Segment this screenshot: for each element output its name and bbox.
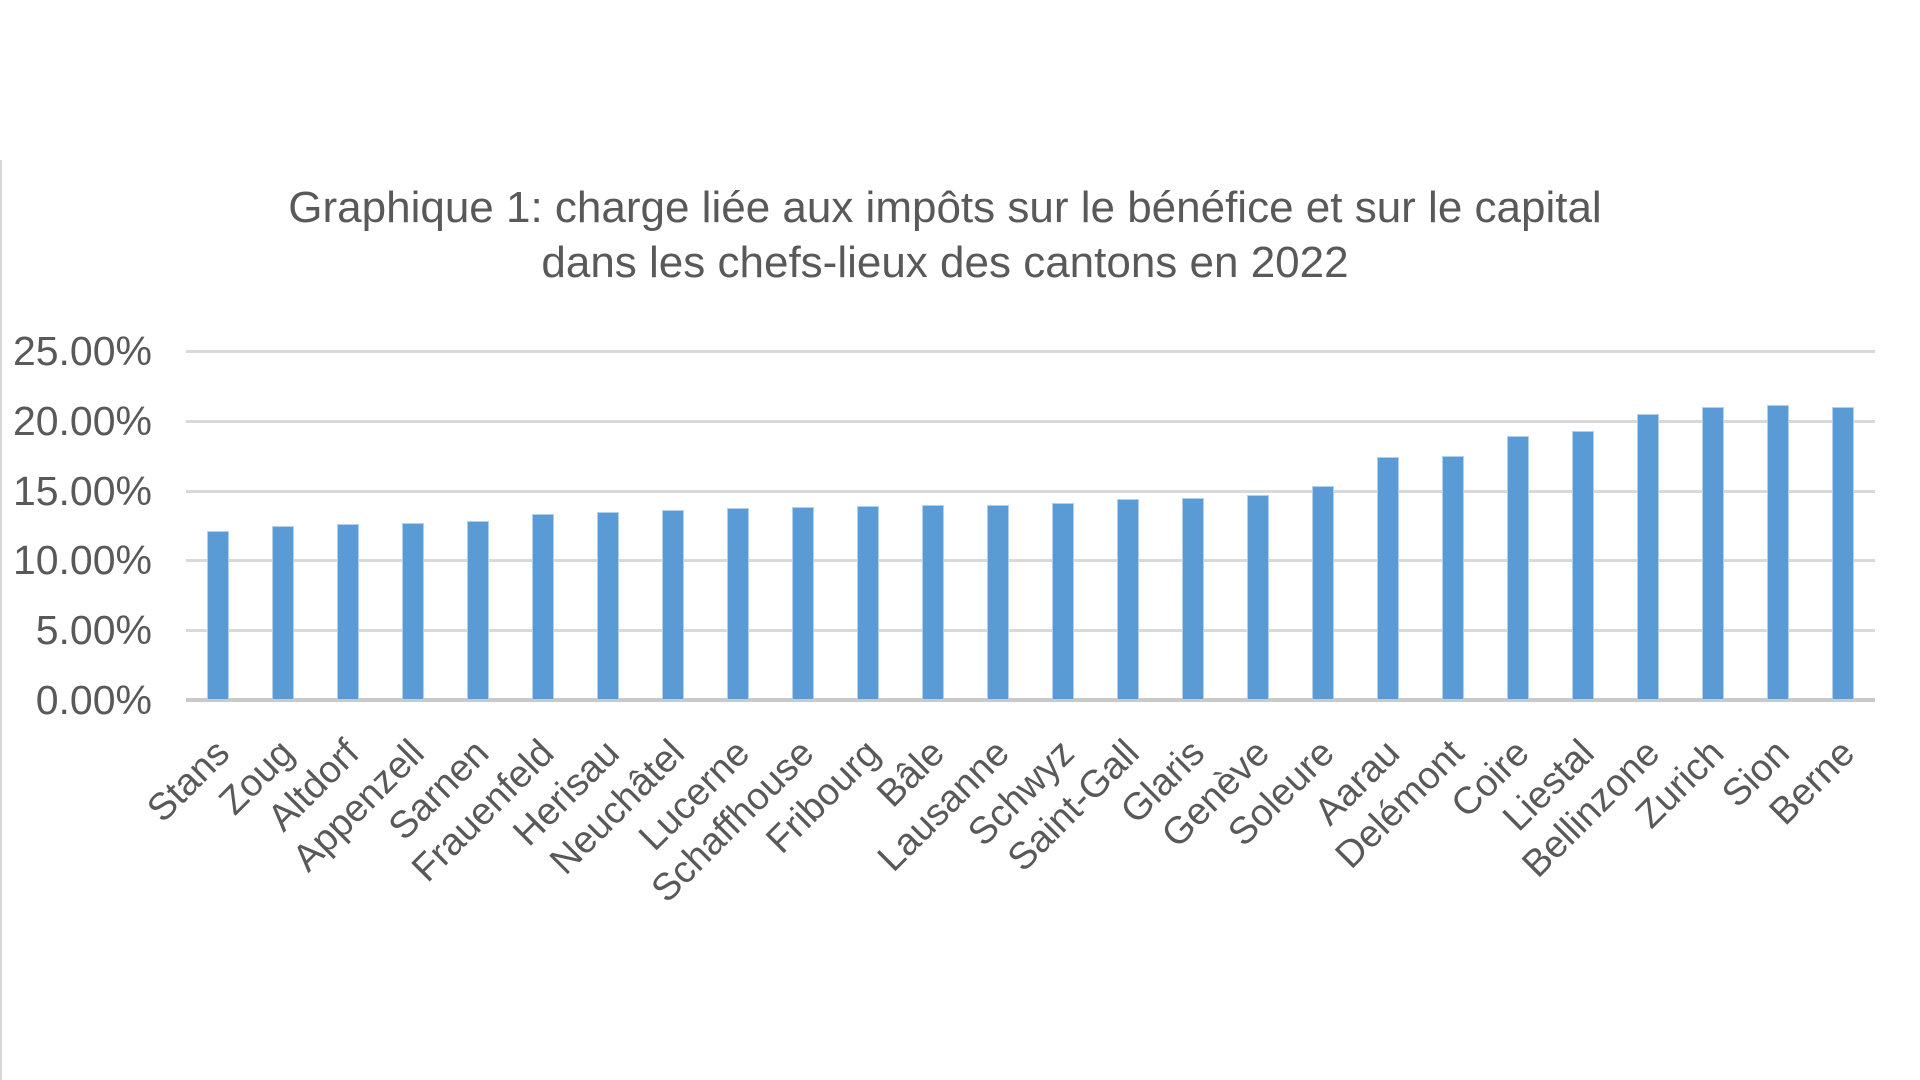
bar: [1312, 486, 1334, 700]
bar: [1182, 498, 1204, 700]
bar: [857, 506, 879, 700]
bar: [922, 505, 944, 700]
gridline: [186, 350, 1875, 353]
bar: [1507, 436, 1529, 700]
bar: [1572, 431, 1594, 700]
bar: [792, 507, 814, 700]
y-axis-tick-label: 15.00%: [12, 468, 152, 514]
gridline: [186, 629, 1875, 632]
bar: [1832, 407, 1854, 700]
bar: [727, 508, 749, 700]
y-axis-tick-label: 10.00%: [12, 537, 152, 583]
bar: [402, 523, 424, 700]
left-edge-line: [0, 160, 2, 1080]
bar: [987, 505, 1009, 700]
bar: [1052, 503, 1074, 700]
y-axis-tick-label: 5.00%: [35, 607, 152, 653]
bar: [1247, 495, 1269, 700]
bar: [1442, 456, 1464, 700]
bar: [1377, 457, 1399, 700]
bar: [467, 521, 489, 700]
gridline: [186, 420, 1875, 423]
gridline: [186, 559, 1875, 562]
bar: [1702, 407, 1724, 700]
bar: [1767, 405, 1789, 700]
bar: [532, 514, 554, 700]
bar: [207, 531, 229, 700]
chart-title-line1: Graphique 1: charge liée aux impôts sur …: [288, 183, 1602, 232]
bar: [272, 526, 294, 700]
bar: [1117, 499, 1139, 700]
y-axis-tick-label: 0.00%: [35, 677, 152, 723]
bar: [337, 524, 359, 700]
bar: [597, 512, 619, 700]
gridline: [186, 490, 1875, 493]
y-axis-tick-label: 25.00%: [12, 328, 152, 374]
bar: [1637, 414, 1659, 700]
x-axis-line: [186, 698, 1875, 702]
chart-title-line2: dans les chefs-lieux des cantons en 2022: [541, 238, 1349, 287]
chart-title: Graphique 1: charge liée aux impôts sur …: [145, 180, 1745, 290]
bar: [662, 510, 684, 700]
y-axis-tick-label: 20.00%: [12, 398, 152, 444]
